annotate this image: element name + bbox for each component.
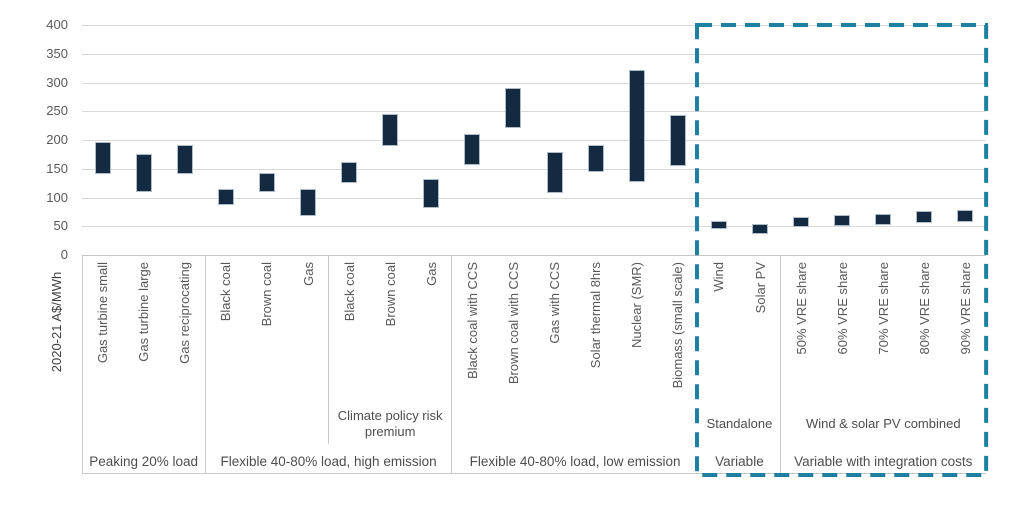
range-bar <box>176 144 193 174</box>
category-label: Wind <box>711 262 727 292</box>
grid-line <box>82 168 986 170</box>
grid-line <box>82 139 986 141</box>
y-tick-label: 350 <box>46 46 68 61</box>
grid-line <box>82 53 986 55</box>
range-bar <box>957 209 974 223</box>
subgroup-label: Wind & solar PV combined <box>805 416 961 432</box>
range-bar <box>464 134 481 165</box>
range-bar <box>217 189 234 205</box>
category-label: Solar PV <box>752 262 768 314</box>
category-label: Solar thermal 8hrs <box>588 262 604 369</box>
grid-line <box>82 24 986 26</box>
group-label: Variable <box>715 453 764 469</box>
y-tick-label: 250 <box>46 103 68 118</box>
y-tick-label: 200 <box>46 132 68 147</box>
y-tick-label: 0 <box>60 247 68 262</box>
grid-line <box>82 197 986 199</box>
range-bar <box>94 142 111 175</box>
category-label: Gas reciprocating <box>177 262 193 364</box>
category-label: Black coal <box>218 262 234 322</box>
range-bar <box>258 172 275 192</box>
subgroup-divider <box>328 255 329 444</box>
x-axis-line <box>82 254 986 256</box>
range-bar <box>628 70 645 182</box>
range-bar <box>382 114 399 147</box>
range-bar <box>793 216 810 227</box>
range-bar <box>916 210 933 224</box>
group-label: Peaking 20% load <box>89 453 199 469</box>
range-bar <box>752 223 768 235</box>
category-label: Brown coal <box>382 262 398 327</box>
range-bar <box>834 215 851 227</box>
y-tick-label: 100 <box>46 190 68 205</box>
subgroup-label: Climate policy risk premium <box>337 408 443 439</box>
category-label: Gas <box>300 262 316 286</box>
group-label: Flexible 40-80% load, high emission <box>220 453 437 469</box>
category-label: 80% VRE share <box>916 262 932 355</box>
range-bar <box>135 153 152 192</box>
category-label: Gas turbine large <box>136 262 152 362</box>
category-label: Brown coal with CCS <box>505 262 521 385</box>
category-label: 50% VRE share <box>793 262 809 355</box>
range-bar <box>710 220 727 229</box>
group-label: Variable with integration costs <box>794 453 973 469</box>
range-bar <box>546 152 563 194</box>
subgroup-label: Standalone <box>706 416 773 432</box>
y-tick-label: 300 <box>46 75 68 90</box>
range-bar <box>423 178 440 208</box>
category-label: Black coal with CCS <box>464 262 480 380</box>
y-tick-label: 400 <box>46 17 68 32</box>
group-label: Flexible 40-80% load, low emission <box>469 453 681 469</box>
category-label: Gas <box>423 262 439 286</box>
category-label: Gas with CCS <box>547 262 563 344</box>
y-tick-label: 50 <box>53 218 68 233</box>
range-bar <box>669 115 686 167</box>
group-divider <box>81 255 83 473</box>
category-label: Biomass (small scale) <box>670 262 686 389</box>
y-tick-label: 150 <box>46 161 68 176</box>
range-bar <box>300 188 316 217</box>
category-label: Gas turbine small <box>95 262 111 364</box>
range-bar <box>341 161 358 184</box>
category-label: Nuclear (SMR) <box>629 262 645 348</box>
grid-line <box>82 110 986 112</box>
range-bar <box>505 88 522 128</box>
category-label: 70% VRE share <box>875 262 891 355</box>
category-label: Black coal <box>341 262 357 322</box>
category-label: Brown coal <box>259 262 275 327</box>
category-label: 90% VRE share <box>957 262 973 355</box>
grid-line <box>82 225 986 227</box>
label-area-bottom-border <box>82 473 986 474</box>
group-divider <box>204 255 206 473</box>
grid-line <box>82 82 986 84</box>
group-divider <box>451 255 453 473</box>
category-label: 60% VRE share <box>834 262 850 355</box>
range-bar <box>587 144 604 173</box>
range-bar <box>875 214 892 226</box>
